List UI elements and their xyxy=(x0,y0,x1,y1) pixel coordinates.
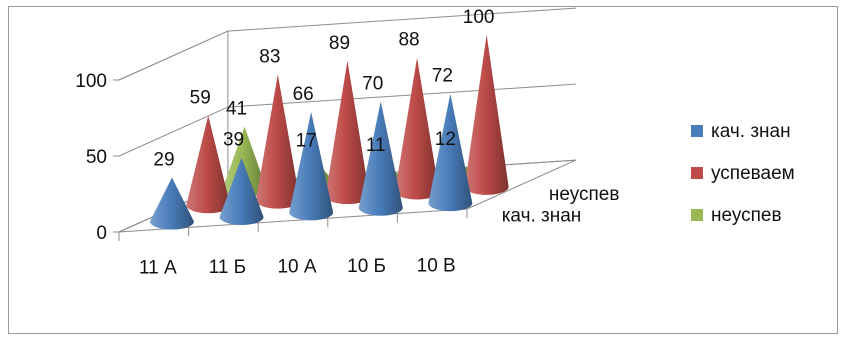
legend-swatch xyxy=(691,167,703,179)
cone-body xyxy=(464,34,509,195)
data-label: 39 xyxy=(223,130,244,151)
gridline xyxy=(118,7,576,81)
cone-body xyxy=(149,177,194,230)
data-label: 72 xyxy=(432,66,453,87)
data-label: 11 xyxy=(366,135,386,156)
cone-1-0 xyxy=(186,115,231,214)
cone-body xyxy=(358,101,403,216)
depth-axis-label: кач. знан xyxy=(502,205,582,226)
cone-body xyxy=(186,115,231,214)
cone-body xyxy=(325,60,370,205)
cone-body xyxy=(219,157,264,225)
cone-body xyxy=(395,57,440,200)
cone-body xyxy=(289,112,334,221)
cone-1-3 xyxy=(395,57,440,200)
cone-0-4 xyxy=(428,93,473,212)
legend-label: неуспев xyxy=(711,205,782,226)
cone-body xyxy=(255,74,300,209)
x-tick-label: 10 Б xyxy=(347,256,386,277)
cone-1-4 xyxy=(464,34,509,195)
data-label: 70 xyxy=(362,73,383,94)
x-tick-label: 11 А xyxy=(139,258,177,279)
data-label: 41 xyxy=(226,99,247,120)
legend-swatch xyxy=(691,125,703,137)
cone-body xyxy=(428,93,473,212)
data-label: 83 xyxy=(259,46,280,67)
y-tick-label: 50 xyxy=(86,147,107,168)
data-label: 59 xyxy=(190,88,211,109)
x-tick-label: 10 А xyxy=(277,257,316,278)
cone-0-3 xyxy=(358,101,403,216)
legend-swatch xyxy=(691,209,703,221)
x-tick-label: 10 В xyxy=(417,255,456,276)
y-tick-label: 0 xyxy=(96,223,107,244)
data-label: 66 xyxy=(293,84,314,105)
data-label: 89 xyxy=(329,33,350,54)
gridline xyxy=(118,83,576,157)
depth-axis-label: неуспев xyxy=(549,184,620,205)
cone-0-2 xyxy=(289,112,334,221)
legend-label: успеваем xyxy=(711,163,795,184)
cone-0-1 xyxy=(219,157,264,225)
legend: кач. знан успеваем неуспев xyxy=(691,121,795,226)
data-label: 12 xyxy=(435,129,456,150)
legend-label: кач. знан xyxy=(711,121,791,142)
x-tick-label: 11 Б xyxy=(209,257,246,278)
cone-0-0 xyxy=(149,177,194,230)
cone-1-1 xyxy=(255,74,300,209)
data-label: 29 xyxy=(153,149,174,170)
data-label: 17 xyxy=(296,131,317,152)
data-label: 88 xyxy=(398,30,419,51)
data-label: 100 xyxy=(463,7,495,28)
cone-1-2 xyxy=(325,60,370,205)
y-tick-label: 100 xyxy=(75,71,107,92)
